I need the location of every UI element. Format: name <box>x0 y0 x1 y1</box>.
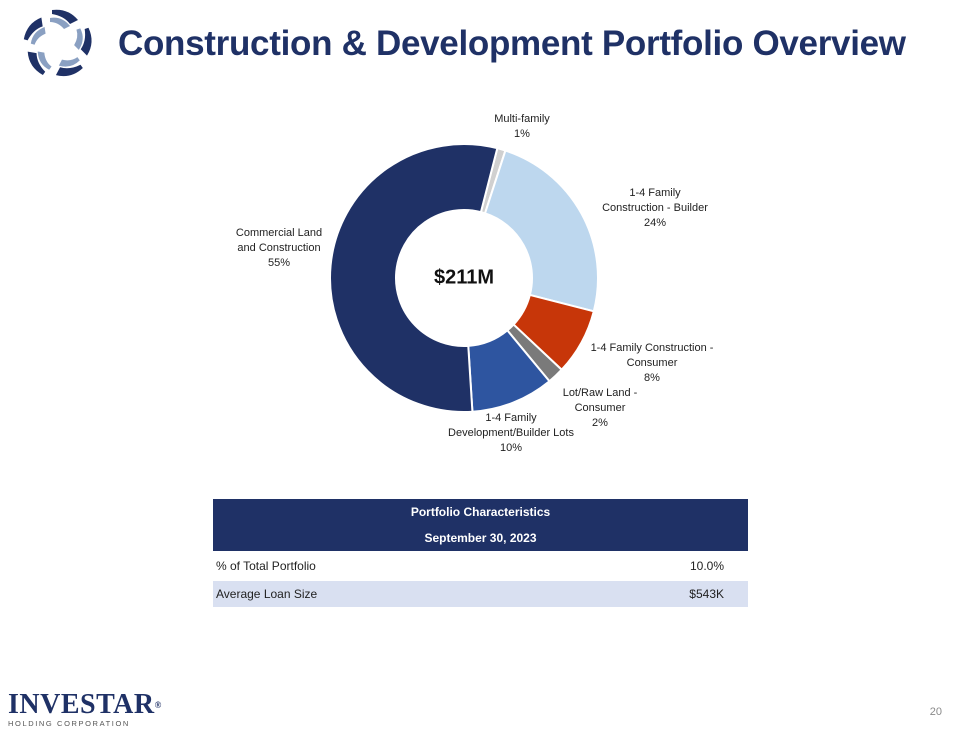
label-lot-raw-land-consumer: Lot/Raw Land - Consumer 2% <box>563 386 638 431</box>
label-commercial-land-construction: Commercial Land and Construction 55% <box>236 226 322 271</box>
row-label: Average Loan Size <box>216 587 318 601</box>
row-value: $543K <box>689 587 724 601</box>
slice-label-text: Consumer <box>574 402 626 414</box>
brand-logo: INVESTAR® HOLDING CORPORATION <box>8 689 162 729</box>
table-header: Portfolio Characteristics September 30, … <box>213 499 748 551</box>
page-number: 20 <box>929 706 942 718</box>
slice-percent-label: 55% <box>267 257 291 269</box>
slice-percent-label: 2% <box>592 417 608 429</box>
label-1-4-family-development-builder-lots: 1-4 Family Development/Builder Lots 10% <box>448 411 574 456</box>
row-value: 10.0% <box>689 559 724 573</box>
slice-label-text: 1-4 Family Construction - <box>590 342 714 354</box>
brand-subtitle: HOLDING CORPORATION <box>8 719 130 728</box>
slice-label-text: Construction - Builder <box>602 202 708 214</box>
row-label: % of Total Portfolio <box>216 559 316 573</box>
slice-percent-label: 1% <box>514 128 530 140</box>
table-row: Average Loan Size $543K <box>213 579 748 607</box>
slice-label-text: 1-4 Family <box>629 187 681 199</box>
slice-label-text: 1-4 Family <box>485 412 537 424</box>
slice-label-text: Commercial Land <box>235 227 323 239</box>
label-multi-family: Multi-family 1% <box>494 112 550 142</box>
label-1-4-family-construction-builder: 1-4 Family Construction - Builder 24% <box>602 186 708 231</box>
slice-label-text: Consumer <box>626 357 678 369</box>
slice-label-text: and Construction <box>237 242 321 254</box>
slice-1-4-family-construction-builder <box>483 149 599 313</box>
slice-percent-label: 8% <box>644 372 660 384</box>
page-title: Construction & Development Portfolio Ove… <box>118 24 906 63</box>
company-logo-icon <box>21 9 97 84</box>
table-row: % of Total Portfolio 10.0% <box>213 551 748 579</box>
slice-percent-label: 24% <box>643 217 667 229</box>
table-header-title: Portfolio Characteristics <box>410 505 551 519</box>
slice-percent-label: 10% <box>499 442 523 454</box>
brand-name: INVESTAR <box>8 689 155 720</box>
slice-label-text: Lot/Raw Land - <box>562 387 638 399</box>
slice-label-text: Development/Builder Lots <box>448 427 574 439</box>
table-header-date: September 30, 2023 <box>424 531 537 545</box>
slice-label-text: Multi-family <box>494 113 550 125</box>
chart-center-total: $211M <box>433 266 495 289</box>
portfolio-characteristics-table: Portfolio Characteristics September 30, … <box>213 499 748 607</box>
slice-commercial-land-construction <box>329 143 499 413</box>
label-1-4-family-construction-consumer: 1-4 Family Construction - Consumer 8% <box>591 341 714 386</box>
brand-registered-mark: ® <box>154 700 162 710</box>
